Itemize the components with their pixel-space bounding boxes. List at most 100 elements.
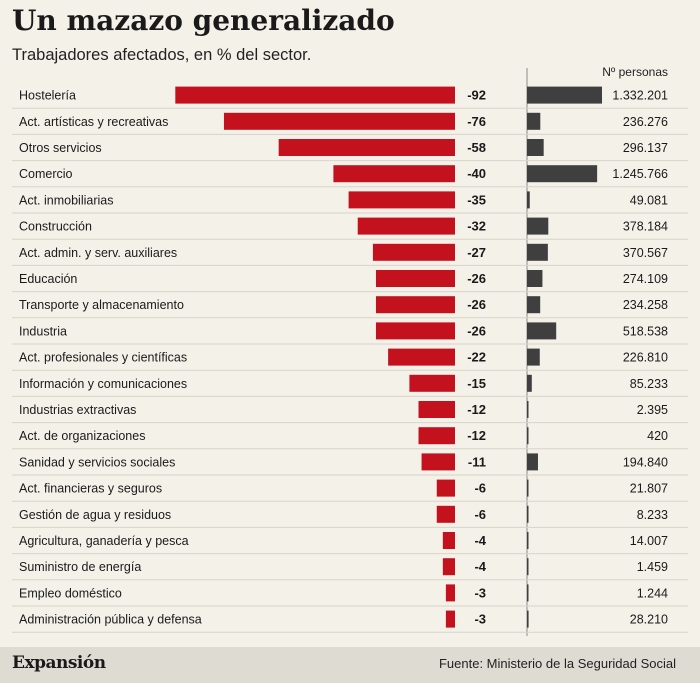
percent-label: -76 xyxy=(467,114,486,129)
category-label: Act. admin. y serv. auxiliares xyxy=(19,246,177,260)
persons-label: 14.007 xyxy=(630,534,668,548)
persons-label: 226.810 xyxy=(623,351,668,365)
percent-label: -12 xyxy=(467,428,486,443)
percent-label: -92 xyxy=(467,88,486,103)
percent-bar xyxy=(223,112,455,130)
persons-label: 21.807 xyxy=(630,482,668,496)
category-label: Industrias extractivas xyxy=(19,403,136,417)
category-label: Transporte y almacenamiento xyxy=(19,298,184,312)
percent-bar xyxy=(375,270,455,287)
source-note: Fuente: Ministerio de la Seguridad Socia… xyxy=(438,656,676,671)
category-label: Act. financieras y seguros xyxy=(19,482,162,496)
category-label: Sanidad y servicios sociales xyxy=(19,455,175,469)
persons-label: 234.258 xyxy=(623,298,668,312)
persons-label: 2.395 xyxy=(637,403,668,417)
persons-label: 378.184 xyxy=(623,220,668,234)
persons-bar xyxy=(527,584,529,602)
percent-bar xyxy=(445,584,455,602)
persons-bar xyxy=(527,243,548,261)
category-label: Otros servicios xyxy=(19,141,102,155)
persons-bar xyxy=(527,217,549,235)
persons-label: 420 xyxy=(647,429,668,443)
persons-label: 49.081 xyxy=(630,193,668,207)
percent-label: -26 xyxy=(467,323,486,338)
persons-bar xyxy=(527,86,602,104)
category-label: Act. de organizaciones xyxy=(19,429,145,443)
percent-bar xyxy=(442,558,455,576)
persons-bar xyxy=(527,112,541,130)
percent-bar xyxy=(436,479,455,497)
percent-bar xyxy=(445,610,455,628)
persons-bar xyxy=(527,401,529,418)
category-label: Construcción xyxy=(19,220,92,234)
percent-label: -12 xyxy=(467,402,486,417)
persons-label: 8.233 xyxy=(637,508,668,522)
persons-label: 194.840 xyxy=(623,455,668,469)
brand-logo: Expansión xyxy=(12,653,106,673)
persons-label: 85.233 xyxy=(630,377,668,391)
persons-bar xyxy=(527,139,544,156)
persons-bar xyxy=(527,610,529,628)
percent-label: -6 xyxy=(474,481,486,496)
category-label: Act. artísticas y recreativas xyxy=(19,115,168,129)
persons-bar xyxy=(527,427,529,445)
percent-bar xyxy=(442,532,455,549)
category-label: Comercio xyxy=(19,167,73,181)
percent-label: -6 xyxy=(474,507,486,522)
persons-label: 296.137 xyxy=(623,141,668,155)
category-label: Información y comunicaciones xyxy=(19,377,187,391)
category-label: Act. profesionales y científicas xyxy=(19,351,187,365)
persons-bar xyxy=(527,165,598,183)
percent-bar xyxy=(409,374,455,392)
percent-bar xyxy=(418,401,455,418)
percent-bar xyxy=(278,139,455,156)
percent-label: -26 xyxy=(467,271,486,286)
chart-title: Un mazazo generalizado xyxy=(12,4,395,37)
percent-label: -4 xyxy=(474,533,486,548)
category-label: Suministro de energía xyxy=(19,560,141,574)
percent-bar xyxy=(357,217,455,235)
persons-label: 1.245.766 xyxy=(612,167,668,181)
chart-subtitle: Trabajadores afectados, en % del sector. xyxy=(12,46,312,64)
percent-label: -35 xyxy=(467,192,486,207)
persons-label: 28.210 xyxy=(630,613,668,627)
percent-bar xyxy=(436,505,455,523)
persons-bar xyxy=(527,479,529,497)
percent-bar xyxy=(388,348,455,366)
percent-label: -58 xyxy=(467,140,486,155)
persons-bar xyxy=(527,453,538,471)
category-label: Hostelería xyxy=(19,89,76,103)
persons-bar xyxy=(527,322,557,340)
persons-label: 274.109 xyxy=(623,272,668,286)
persons-bar xyxy=(527,191,530,209)
percent-label: -11 xyxy=(468,454,486,469)
persons-bar xyxy=(527,296,541,314)
persons-bar xyxy=(527,532,529,549)
percent-label: -3 xyxy=(474,612,486,627)
persons-bar xyxy=(527,374,532,392)
persons-label: 518.538 xyxy=(623,324,668,338)
persons-bar xyxy=(527,505,529,523)
persons-label: 1.332.201 xyxy=(612,89,668,103)
percent-bar xyxy=(375,296,455,314)
persons-bar xyxy=(527,270,543,287)
persons-column-header: Nº personas xyxy=(602,65,668,79)
percent-bar xyxy=(372,243,455,261)
percent-label: -3 xyxy=(474,585,486,600)
percent-bar xyxy=(333,165,455,183)
category-label: Industria xyxy=(19,324,67,338)
persons-label: 1.459 xyxy=(637,560,668,574)
category-label: Gestión de agua y residuos xyxy=(19,508,171,522)
footer: Expansión Fuente: Ministerio de la Segur… xyxy=(0,647,700,683)
persons-label: 1.244 xyxy=(637,586,668,600)
percent-label: -32 xyxy=(467,219,486,234)
percent-bar xyxy=(175,86,455,104)
persons-bar xyxy=(527,348,540,366)
category-label: Administración pública y defensa xyxy=(19,613,202,627)
percent-label: -27 xyxy=(467,245,486,260)
persons-bar xyxy=(527,558,529,576)
percent-bar xyxy=(375,322,455,340)
persons-label: 236.276 xyxy=(623,115,668,129)
category-label: Act. inmobiliarias xyxy=(19,193,113,207)
percent-bar xyxy=(421,453,455,471)
